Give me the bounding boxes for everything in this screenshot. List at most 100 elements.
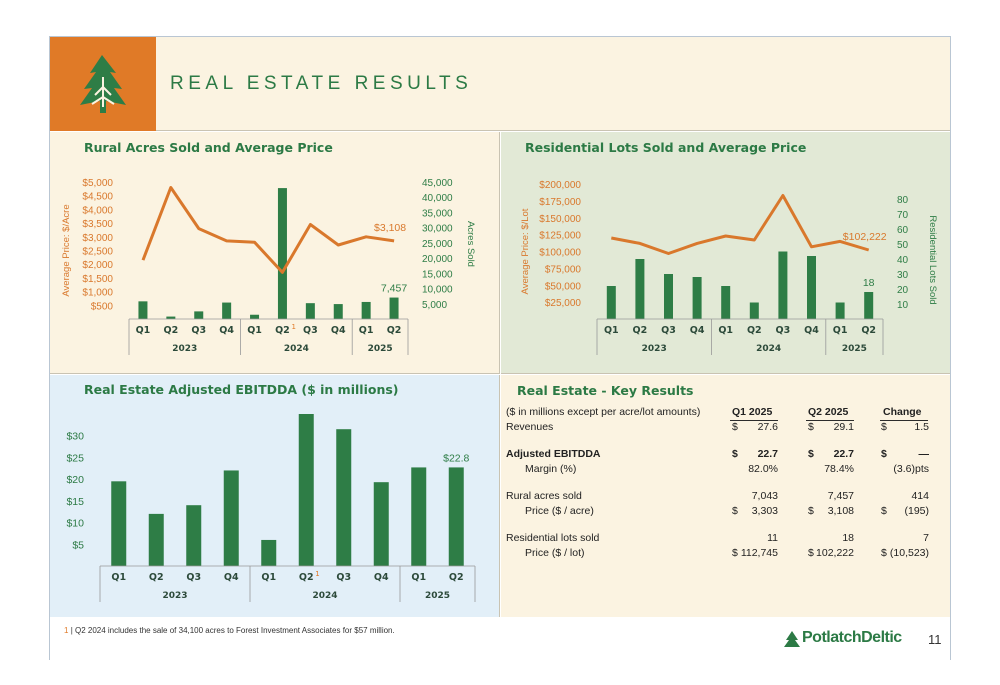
x-tick-label: Q2: [299, 572, 314, 583]
x-tick-label: Q2: [275, 325, 290, 336]
page-title: REAL ESTATE RESULTS: [170, 73, 473, 94]
y-tick-label: $5: [72, 539, 84, 551]
x-tick-label: Q1: [604, 325, 619, 336]
y2-tick-label: 20,000: [422, 254, 453, 265]
bar: [111, 481, 127, 566]
bar: [138, 301, 148, 319]
year-label: 2025: [425, 591, 450, 601]
x-tick-label: Q2: [861, 325, 876, 336]
bar-data-label: 18: [863, 277, 875, 289]
row-label: Residential lots sold: [506, 532, 600, 544]
table-row: Rural acres sold 7,043 7,457 414: [506, 490, 938, 504]
x-tick-label: Q2: [747, 325, 762, 336]
q1-currency: $: [732, 505, 738, 517]
rural-acres-panel: Rural Acres Sold and Average Price $500 $…: [50, 132, 500, 374]
y-tick-label: $25: [66, 452, 84, 464]
bar: [778, 251, 788, 319]
year-label: 2024: [756, 344, 781, 354]
rural-chart-title: Rural Acres Sold and Average Price: [84, 140, 333, 155]
bar: [186, 505, 202, 566]
q1-currency: $: [732, 547, 738, 559]
y-tick-label: $500: [91, 301, 114, 312]
y-tick-label: $15: [66, 496, 84, 508]
x-tick-label: Q2: [449, 572, 464, 583]
change-value: 414: [911, 490, 929, 502]
y2-tick-label: 25,000: [422, 239, 453, 250]
year-label: 2025: [368, 344, 393, 354]
y2-tick-label: 15,000: [422, 269, 453, 280]
bar: [194, 311, 204, 319]
x-tick-label: Q1: [261, 572, 276, 583]
residential-chart-title: Residential Lots Sold and Average Price: [525, 140, 807, 155]
table-row: Revenues $27.6 $29.1 $1.5: [506, 421, 938, 435]
header-label: ($ in millions except per acre/lot amoun…: [506, 406, 701, 418]
table-row: Price ($ / lot) $112,745 $102,222 $ (10,523): [506, 547, 938, 561]
change-currency: $: [881, 421, 887, 433]
y2-tick-label: 20: [897, 285, 909, 296]
year-label: 2023: [162, 591, 187, 601]
bar-data-label: $22.8: [443, 452, 469, 464]
x-tick-label: Q1: [718, 325, 733, 336]
change-value: —: [918, 448, 930, 460]
bar: [223, 470, 239, 566]
brand-name: PotlatchDeltic: [802, 629, 902, 646]
footer: 1 | Q2 2024 includes the sale of 34,100 …: [50, 618, 950, 661]
slide: REAL ESTATE RESULTS Rural Acres Sold and…: [49, 36, 951, 661]
bar: [692, 277, 702, 319]
y-tick-label: $30: [66, 431, 84, 443]
x-tick-label: Q1: [247, 325, 262, 336]
y2-tick-label: 40,000: [422, 193, 453, 204]
key-results-panel: Real Estate - Key Results ($ in millions…: [501, 375, 950, 617]
bar: [835, 302, 845, 319]
q1-value: 112,745: [740, 547, 778, 559]
bar: [749, 302, 759, 319]
q2-currency: $: [808, 547, 814, 559]
q1-value: 22.7: [757, 448, 778, 460]
x-tick-label: Q4: [219, 325, 234, 336]
q2-value: 3,108: [827, 505, 854, 517]
q2-value: 78.4%: [824, 463, 854, 475]
y-tick-label: $3,000: [82, 233, 113, 244]
x-tick-label: Q1: [111, 572, 126, 583]
y2-tick-label: 60: [897, 225, 909, 236]
table-row: Price ($ / acre) $3,303 $3,108 $ (195): [506, 505, 938, 519]
x-tick-label: Q3: [186, 572, 201, 583]
header-q2-2025: Q2 2025: [808, 406, 849, 418]
rural-acres-chart: $500 $1,000 $1,500 $2,000 $2,500 $3,000 $3,500…: [61, 178, 476, 355]
x-tick-label: Q4: [690, 325, 705, 336]
table-row: Residential lots sold 11 18 7: [506, 532, 938, 546]
q1-value: 11: [767, 532, 778, 544]
x-tick-label: Q2: [633, 325, 648, 336]
x-tick-label: Q4: [804, 325, 819, 336]
table-header-row: ($ in millions except per acre/lot amoun…: [506, 406, 938, 421]
bar: [361, 301, 371, 319]
q1-value: 27.6: [757, 421, 778, 433]
q1-value: 3,303: [751, 505, 778, 517]
y2-tick-label: 80: [897, 195, 909, 206]
key-results-title: Real Estate - Key Results: [517, 383, 694, 398]
row-label: Price ($ / acre): [525, 505, 594, 517]
footnote-number: 1: [64, 626, 69, 635]
y-tick-label: $10: [66, 518, 84, 530]
year-label: 2025: [842, 344, 867, 354]
x-tick-label: Q3: [303, 325, 318, 336]
ebitdda-panel: Real Estate Adjusted EBITDDA ($ in milli…: [50, 375, 500, 617]
residential-lots-panel: Residential Lots Sold and Average Price …: [501, 132, 950, 374]
bar: [148, 513, 164, 566]
change-value: (3.6)pts: [893, 463, 929, 475]
x-tick-label: Q2: [149, 572, 164, 583]
header-underline: [880, 420, 928, 421]
x-tick-label: Q3: [661, 325, 676, 336]
bar: [389, 297, 399, 319]
q2-value: 7,457: [827, 490, 854, 502]
price-data-label: $3,108: [374, 222, 406, 234]
q2-value: 22.7: [833, 448, 854, 460]
q2-value: 29.1: [833, 421, 854, 433]
y-axis-title: Average Price: $/Acre: [61, 204, 72, 296]
bar: [448, 467, 464, 566]
change-value: 7: [923, 532, 929, 544]
brand-tree-icon: [784, 631, 800, 647]
bar: [864, 292, 874, 319]
bar: [261, 539, 277, 566]
change-value: (195): [904, 505, 929, 517]
